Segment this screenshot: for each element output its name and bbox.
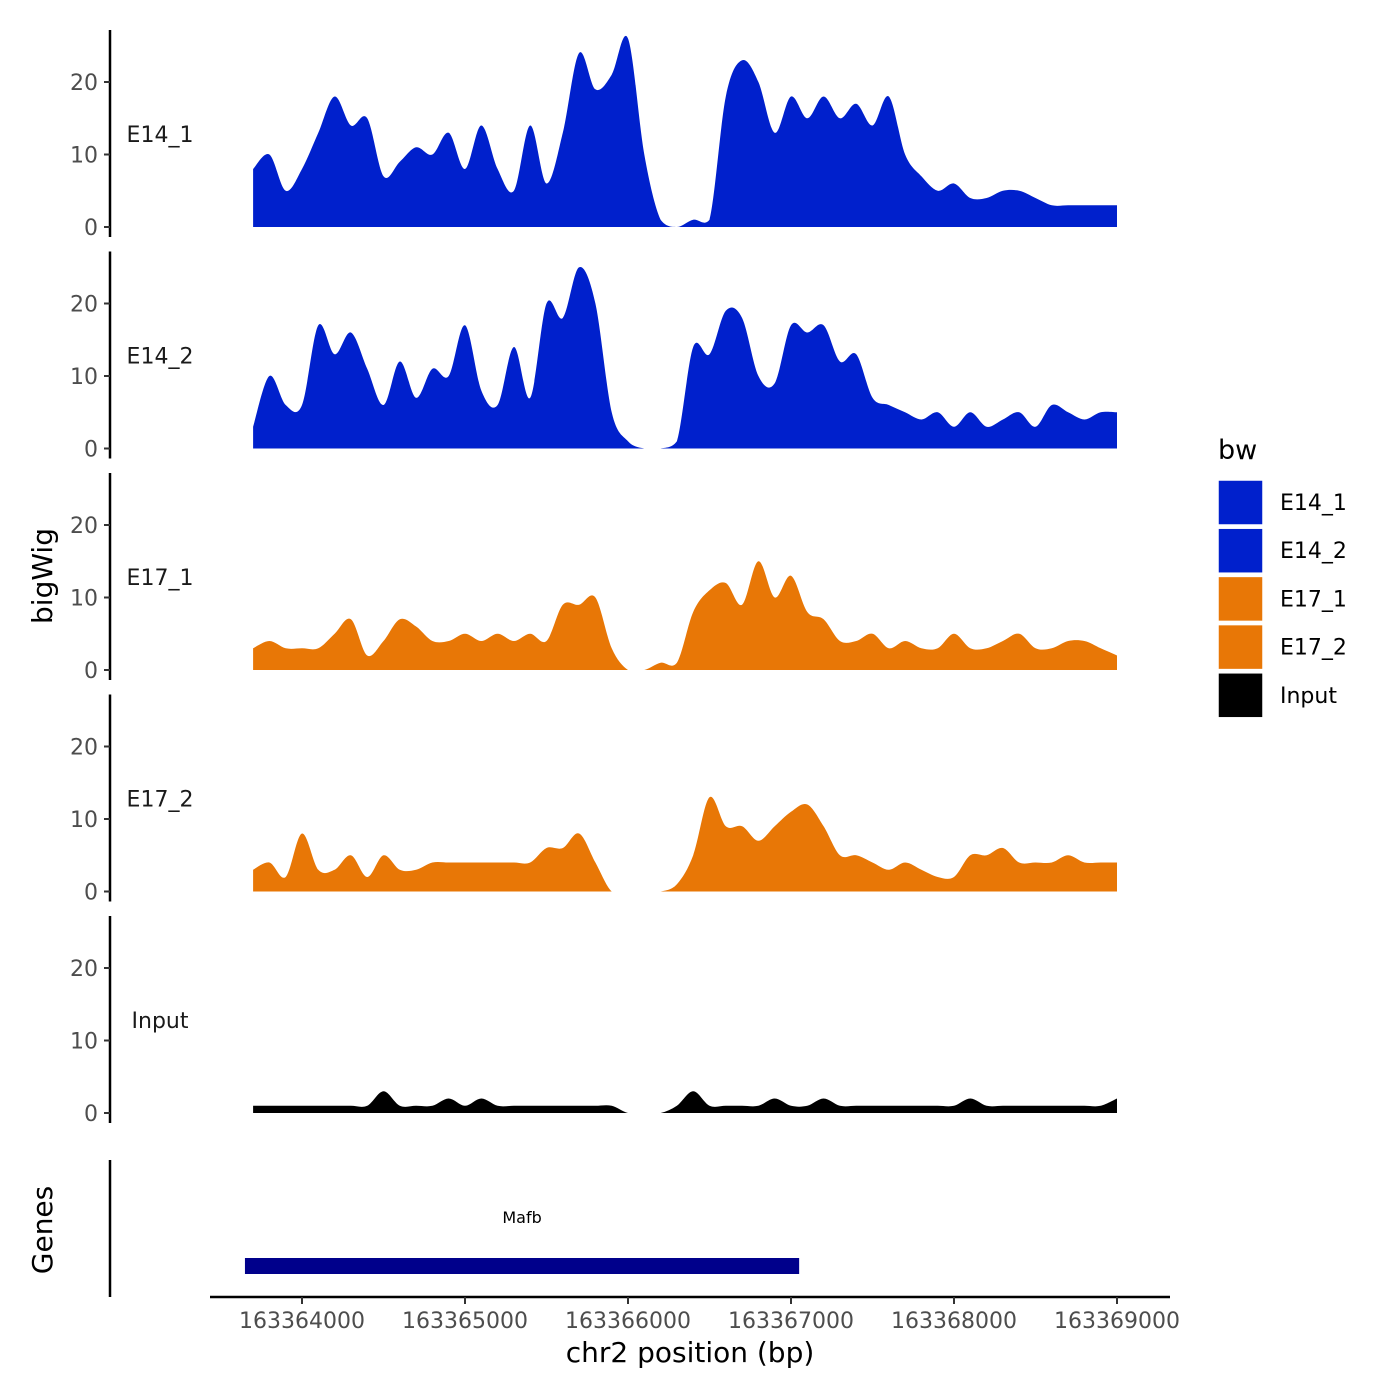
x-tick-label: 163366000 (565, 1309, 691, 1334)
y-tick-label: 0 (84, 881, 98, 906)
track-e17-2: 0 10 20 E17_2 (70, 694, 1118, 906)
gene-label-mafb: Mafb (502, 1208, 541, 1227)
x-tick-label: 163365000 (402, 1309, 528, 1334)
y-tick-label: 10 (70, 144, 98, 169)
track-label: E17_1 (127, 566, 194, 591)
y-tick-label: 0 (84, 1102, 98, 1127)
legend-label-e17-1: E17_1 (1280, 587, 1347, 612)
track-label: E14_2 (127, 345, 194, 370)
legend-label-e14-2: E14_2 (1280, 539, 1347, 564)
coverage-area-e17-1 (253, 561, 1118, 670)
legend-swatch-e17-2 (1217, 623, 1264, 671)
x-tick-label: 163367000 (728, 1309, 854, 1334)
track-label: E17_2 (127, 788, 194, 813)
track-label: Input (132, 1009, 189, 1034)
y-tick-label: 10 (70, 1030, 98, 1055)
x-axis: 163364000 163365000 163366000 163367000 1633… (210, 1295, 1180, 1334)
y-tick-label: 20 (70, 293, 98, 318)
legend: bw E14_1 E14_2 E17_1 E17_2 Input (1217, 435, 1347, 719)
legend-swatch-e14-1 (1217, 479, 1264, 526)
y-tick-label: 10 (70, 365, 98, 390)
y-axis-title: bigWig (26, 528, 59, 624)
x-tick-label: 163369000 (1054, 1309, 1180, 1334)
track-e14-1: 0 10 20 E14_1 (70, 30, 1118, 241)
coverage-tracks: 0 10 20 E14_1 0 10 20 E14_2 0 10 20 E17_1 0 10 20 E17_2… (70, 30, 1118, 1127)
genes-axis-title: Genes (26, 1186, 59, 1274)
coverage-area-e14-2 (253, 267, 1118, 449)
track-e17-1: 0 10 20 E17_1 (70, 473, 1118, 684)
track-e14-2: 0 10 20 E14_2 (70, 251, 1118, 463)
y-tick-label: 20 (70, 71, 98, 96)
legend-label-e14-1: E14_1 (1280, 491, 1347, 516)
y-tick-label: 20 (70, 736, 98, 761)
legend-swatch-e14-2 (1217, 527, 1264, 574)
x-tick-label: 163368000 (891, 1309, 1017, 1334)
y-tick-label: 0 (84, 438, 98, 463)
y-tick-label: 0 (84, 659, 98, 684)
y-tick-label: 10 (70, 587, 98, 612)
x-axis-title: chr2 position (bp) (566, 1336, 815, 1369)
y-tick-label: 20 (70, 514, 98, 539)
legend-title: bw (1218, 435, 1257, 466)
coverage-area-e17-2 (253, 796, 1118, 892)
coverage-area-input (253, 1091, 1118, 1113)
legend-label-e17-2: E17_2 (1280, 636, 1347, 661)
track-input: 0 10 20 Input (70, 916, 1118, 1127)
y-tick-label: 20 (70, 957, 98, 982)
genes-panel: Mafb (108, 1160, 800, 1297)
legend-swatch-e17-1 (1217, 575, 1264, 623)
gene-body-mafb (244, 1258, 800, 1274)
y-tick-label: 0 (84, 216, 98, 241)
x-tick-label: 163364000 (239, 1309, 365, 1334)
legend-swatch-input (1217, 672, 1264, 719)
legend-label-input: Input (1280, 684, 1337, 709)
y-tick-label: 10 (70, 808, 98, 833)
coverage-area-e14-1 (253, 35, 1118, 227)
track-label: E14_1 (127, 123, 194, 148)
